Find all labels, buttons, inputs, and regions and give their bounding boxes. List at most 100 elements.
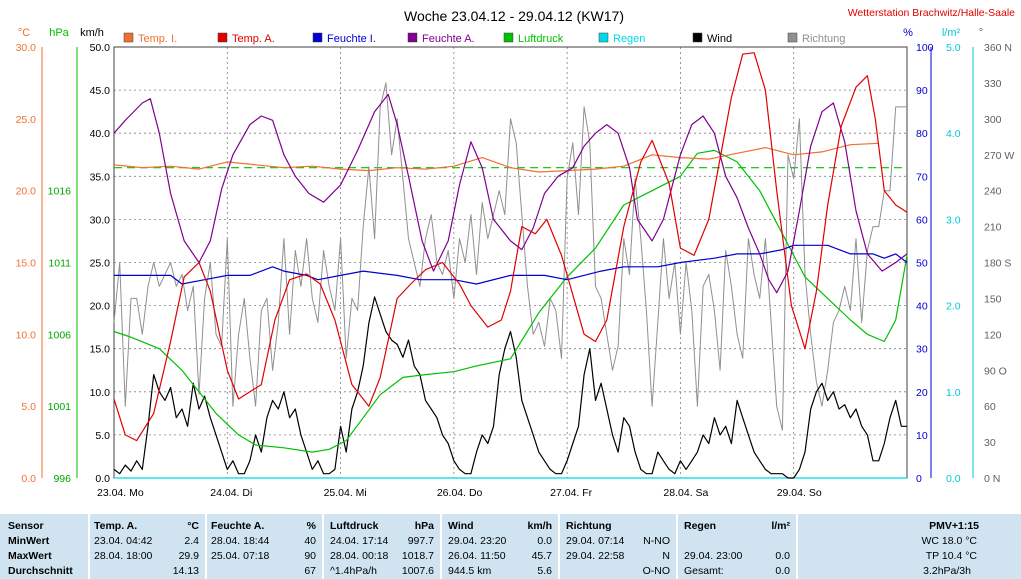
- humidity-tick-label: 20: [916, 387, 928, 399]
- legend-swatch-1: [217, 32, 228, 43]
- x-tick-label: 23.04. Mo: [97, 487, 144, 499]
- stats-pressure: Luftdruck hPa 24.04. 17:14 997.7 28.04. 00…: [324, 514, 440, 579]
- temp-axis-unit: °C: [18, 27, 30, 39]
- x-tick-label: 29.04. So: [777, 487, 822, 499]
- wind-tick-label: 5.0: [95, 430, 110, 442]
- humidity-tick-label: 90: [916, 85, 928, 97]
- hum-max-time: 25.04. 07:18: [211, 550, 270, 562]
- humidity-tick-label: 50: [916, 258, 928, 270]
- wind-tick-label: 45.0: [90, 85, 111, 97]
- humidity-tick-label: 80: [916, 128, 928, 140]
- x-tick-label: 26.04. Do: [437, 487, 483, 499]
- humidity-tick-label: 10: [916, 430, 928, 442]
- direction-tick-label: 180 S: [984, 258, 1011, 270]
- direction-tick-label: 360 N: [984, 42, 1012, 54]
- pmv-min: WC 18.0 °C: [921, 535, 977, 547]
- direction-tick-label: 240: [984, 186, 1002, 198]
- legend-label-3: Feuchte A.: [422, 33, 475, 45]
- series-line-wind: [113, 296, 907, 479]
- stats-temp: Temp. A. °C 23.04. 04:42 2.4 28.04. 18:00 2…: [90, 514, 205, 579]
- pmv-avg: 3.2hPa/3h: [923, 565, 971, 577]
- stats-row-labels: Sensor MinWert MaxWert Durchschnitt: [0, 514, 88, 579]
- temp-tick-label: 25.0: [16, 114, 37, 126]
- press-max-time: 28.04. 00:18: [330, 550, 389, 562]
- temp-max-val: 29.9: [178, 550, 199, 562]
- humidity-tick-label: 40: [916, 301, 928, 313]
- hum-max-val: 90: [304, 550, 316, 562]
- x-tick-label: 27.04. Fr: [550, 487, 593, 499]
- wind-axis-unit: km/h: [80, 27, 104, 39]
- direction-tick-label: 120: [984, 329, 1002, 341]
- temp-max-time: 28.04. 18:00: [94, 550, 153, 562]
- temp-tick-label: 20.0: [16, 186, 37, 198]
- legend-swatch-7: [787, 32, 798, 43]
- legend-label-6: Wind: [707, 33, 732, 45]
- temp-unit: °C: [187, 520, 199, 532]
- wind-tick-label: 25.0: [90, 258, 111, 270]
- wind-tick-label: 35.0: [90, 171, 111, 183]
- press-max-val: 1018.7: [401, 550, 434, 562]
- press-unit: hPa: [414, 520, 434, 532]
- wind-tick-label: 20.0: [90, 301, 111, 313]
- humidity-tick-label: 70: [916, 171, 928, 183]
- rain-tick-label: 2.0: [946, 301, 961, 313]
- weather-chart: Woche 23.04.12 - 29.04.12 (KW17) Wetters…: [16, 7, 1016, 499]
- press-min-time: 24.04. 17:14: [330, 535, 389, 547]
- pmv-max: TP 10.4 °C: [925, 550, 977, 562]
- chart-title: Woche 23.04.12 - 29.04.12 (KW17): [404, 8, 624, 24]
- station-name: Wetterstation Brachwitz/Halle-Saale: [848, 7, 1015, 19]
- series-line-luftdruck: [113, 149, 908, 453]
- series-line-temp-a-: [113, 52, 908, 442]
- temp-tick-label: 10.0: [16, 329, 37, 341]
- humidity-tick-label: 100: [916, 42, 934, 54]
- dir-max-val: N: [662, 550, 670, 562]
- direction-tick-label: 270 W: [984, 150, 1014, 162]
- rain-axis-unit: l/m²: [942, 27, 961, 39]
- humidity-tick-label: 60: [916, 214, 928, 226]
- stats-pmv: PMV+1:15 WC 18.0 °C TP 10.4 °C 3.2hPa/3h: [798, 514, 1021, 579]
- dir-min-val: N-NO: [643, 535, 670, 547]
- wind-max-val: 45.7: [531, 550, 552, 562]
- legend-label-2: Feuchte I.: [327, 33, 376, 45]
- temp-tick-label: 30.0: [16, 42, 37, 54]
- direction-axis-unit: °: [979, 27, 983, 39]
- series-line-temp-i-: [113, 142, 879, 173]
- legend-label-7: Richtung: [802, 33, 845, 45]
- x-tick-label: 28.04. Sa: [663, 487, 708, 499]
- series-line-feuchte-i-: [114, 244, 908, 285]
- rain-tick-label: 0.0: [946, 473, 961, 485]
- direction-tick-label: 60: [984, 401, 996, 413]
- wind-tick-label: 40.0: [90, 128, 111, 140]
- direction-tick-label: 0 N: [984, 473, 1000, 485]
- wind-min-time: 29.04. 23:20: [448, 535, 507, 547]
- label-min: MinWert: [8, 535, 50, 547]
- rain-tick-label: 3.0: [946, 214, 961, 226]
- rain-max-time: 29.04. 23:00: [684, 550, 743, 562]
- legend-label-1: Temp. A.: [232, 33, 275, 45]
- wind-max-time: 26.04. 11:50: [448, 550, 506, 562]
- rain-total-label: Gesamt:: [684, 565, 724, 577]
- wind-tick-label: 15.0: [90, 344, 111, 356]
- legend-swatch-4: [503, 32, 514, 43]
- wind-tick-label: 30.0: [90, 214, 111, 226]
- dir-min-time: 29.04. 07:14: [566, 535, 625, 547]
- rain-max-val: 0.0: [775, 550, 790, 562]
- legend-label-4: Luftdruck: [518, 33, 564, 45]
- temp-tick-label: 5.0: [21, 401, 36, 413]
- series-line-feuchte-a-: [113, 93, 908, 294]
- legend-swatch-5: [598, 32, 609, 43]
- label-avg: Durchschnitt: [8, 565, 73, 577]
- pressure-tick-label: 1006: [48, 329, 72, 341]
- stats-direction: Richtung 29.04. 07:14 N-NO 29.04. 22:58 N …: [560, 514, 676, 579]
- legend-swatch-0: [123, 32, 134, 43]
- stats-wind: Wind km/h 29.04. 23:20 0.0 26.04. 11:50 45.…: [442, 514, 558, 579]
- rain-tick-label: 1.0: [946, 387, 961, 399]
- humidity-tick-label: 30: [916, 344, 928, 356]
- x-tick-label: 24.04. Di: [210, 487, 252, 499]
- direction-tick-label: 150: [984, 293, 1002, 305]
- pressure-tick-label: 1011: [48, 258, 71, 270]
- pressure-tick-label: 1001: [48, 401, 72, 413]
- legend-swatch-2: [312, 32, 323, 43]
- press-header: Luftdruck: [330, 520, 379, 532]
- dir-header: Richtung: [566, 520, 612, 532]
